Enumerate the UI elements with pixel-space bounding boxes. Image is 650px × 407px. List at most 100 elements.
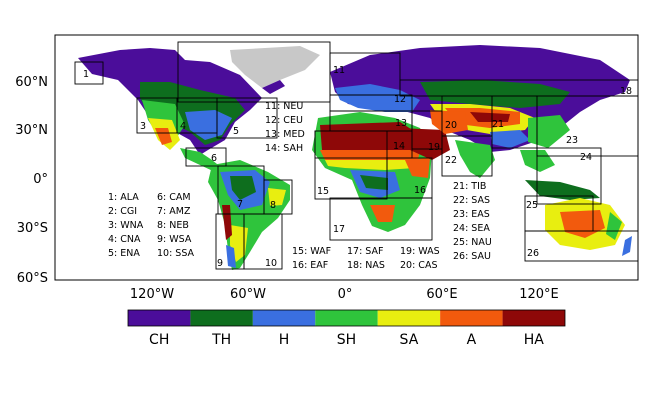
- legend-swatch: [128, 310, 191, 326]
- region-box-sas: [441, 135, 493, 177]
- region-key-entry: 9: WSA: [157, 234, 192, 245]
- region-key-entry: 26: SAU: [453, 251, 491, 262]
- lon-label: 0°: [338, 287, 353, 302]
- land-sahel: [320, 150, 420, 162]
- legend-label: A: [467, 332, 477, 348]
- region-key-entry: 25: NAU: [453, 237, 492, 248]
- region-key-entry: 10: SSA: [157, 248, 195, 259]
- lat-label: 0°: [33, 172, 48, 187]
- region-number: 20: [445, 120, 457, 131]
- region-key-entry: 15: WAF: [292, 246, 331, 257]
- region-number: 4: [180, 121, 186, 132]
- region-box-eas: [536, 95, 639, 157]
- region-box-sea: [536, 147, 602, 205]
- land-chile-south: [226, 245, 236, 268]
- region-number: 21: [492, 119, 504, 130]
- region-key-entry: 2: CGI: [108, 206, 137, 217]
- land-siberia-band: [420, 80, 570, 108]
- region-number: 14: [393, 141, 405, 152]
- region-number: 7: [237, 199, 243, 210]
- region-key-entry: 20: CAS: [400, 260, 437, 271]
- region-number: 10: [265, 258, 277, 269]
- region-number: 15: [317, 186, 329, 197]
- legend-label: SA: [400, 332, 419, 348]
- land-asia-hyperarid: [470, 112, 510, 122]
- land-northeast-brazil: [268, 188, 286, 206]
- region-number: 26: [527, 248, 539, 259]
- land-amazon-core: [230, 176, 256, 200]
- region-number: 19: [428, 142, 440, 153]
- land-us-desert: [155, 128, 172, 145]
- legend-swatch: [502, 310, 565, 326]
- legend-label: TH: [211, 332, 231, 348]
- region-number: 24: [580, 152, 592, 163]
- region-key-entry: 4: CNA: [108, 234, 141, 245]
- region-number: 3: [140, 121, 146, 132]
- land-australia-east: [606, 212, 622, 240]
- region-box-saf: [329, 197, 433, 241]
- region-key-entry: 22: SAS: [453, 195, 490, 206]
- legend-swatch: [252, 310, 316, 326]
- legend-label: H: [279, 332, 290, 348]
- region-key-entry: 14: SAH: [265, 143, 303, 154]
- legend-swatch: [377, 310, 441, 326]
- land-horn: [405, 158, 430, 178]
- lat-label: 30°S: [17, 221, 48, 236]
- region-number: 17: [333, 224, 345, 235]
- land-greenland: [230, 46, 320, 88]
- region-box-cam: [185, 147, 227, 167]
- legend-swatch: [440, 310, 503, 326]
- land-congo-core: [360, 175, 388, 190]
- region-key-entry: 13: MED: [265, 129, 305, 140]
- region-boxes: [74, 41, 639, 270]
- region-box-ssa: [243, 213, 283, 270]
- legend-border: [127, 309, 566, 327]
- longitude-labels: 120°W 60°W 0° 60°E 120°E: [130, 287, 559, 302]
- region-number: 23: [566, 135, 578, 146]
- region-key-entry: 23: EAS: [453, 209, 490, 220]
- region-number: 11: [333, 65, 345, 76]
- lon-label: 120°E: [519, 287, 559, 302]
- legend-colorbar: CH TH H SH SA A HA: [127, 309, 566, 348]
- land-greenland-rim: [262, 80, 285, 94]
- legend-label: SH: [337, 332, 356, 348]
- land-patagonia: [230, 225, 248, 262]
- region-number: 18: [620, 86, 632, 97]
- region-number: 6: [211, 153, 217, 164]
- region-key-entry: 17: SAF: [347, 246, 383, 257]
- lon-label: 60°W: [230, 287, 266, 302]
- region-key-entry: 21: TIB: [453, 181, 486, 192]
- region-box-sau: [524, 230, 639, 262]
- legend-label: CH: [149, 332, 169, 348]
- region-key-entry: 16: EAF: [292, 260, 328, 271]
- lon-label: 60°E: [426, 287, 457, 302]
- region-number: 16: [414, 185, 426, 196]
- region-key-entry: 6: CAM: [157, 192, 191, 203]
- region-number: 1: [83, 69, 89, 80]
- latitude-labels: 60°N 30°N 0° 30°S 60°S: [15, 75, 48, 286]
- region-key-entry: 24: SEA: [453, 223, 490, 234]
- land-india: [455, 140, 495, 178]
- legend-swatch: [190, 310, 253, 326]
- legend-label: HA: [524, 332, 545, 348]
- land-tibet: [490, 130, 530, 148]
- region-key-entry: 11: NEU: [265, 101, 303, 112]
- region-key-entry: 5: ENA: [108, 248, 140, 259]
- lon-label: 120°W: [130, 287, 174, 302]
- land-sahel-wet: [325, 160, 418, 170]
- region-key-entry: 18: NAS: [347, 260, 385, 271]
- region-box-ena: [216, 97, 278, 139]
- region-number: 8: [270, 200, 276, 211]
- region-number: 25: [526, 200, 538, 211]
- region-key-entry: 19: WAS: [400, 246, 440, 257]
- land-iran: [430, 110, 468, 134]
- region-number: 13: [395, 118, 407, 129]
- legend-swatch: [315, 310, 378, 326]
- region-key-entry: 12: CEU: [265, 115, 303, 126]
- land-layer: [78, 45, 632, 270]
- land-china-east: [528, 115, 570, 148]
- region-box-ala: [74, 61, 104, 85]
- land-europe-central: [335, 84, 420, 112]
